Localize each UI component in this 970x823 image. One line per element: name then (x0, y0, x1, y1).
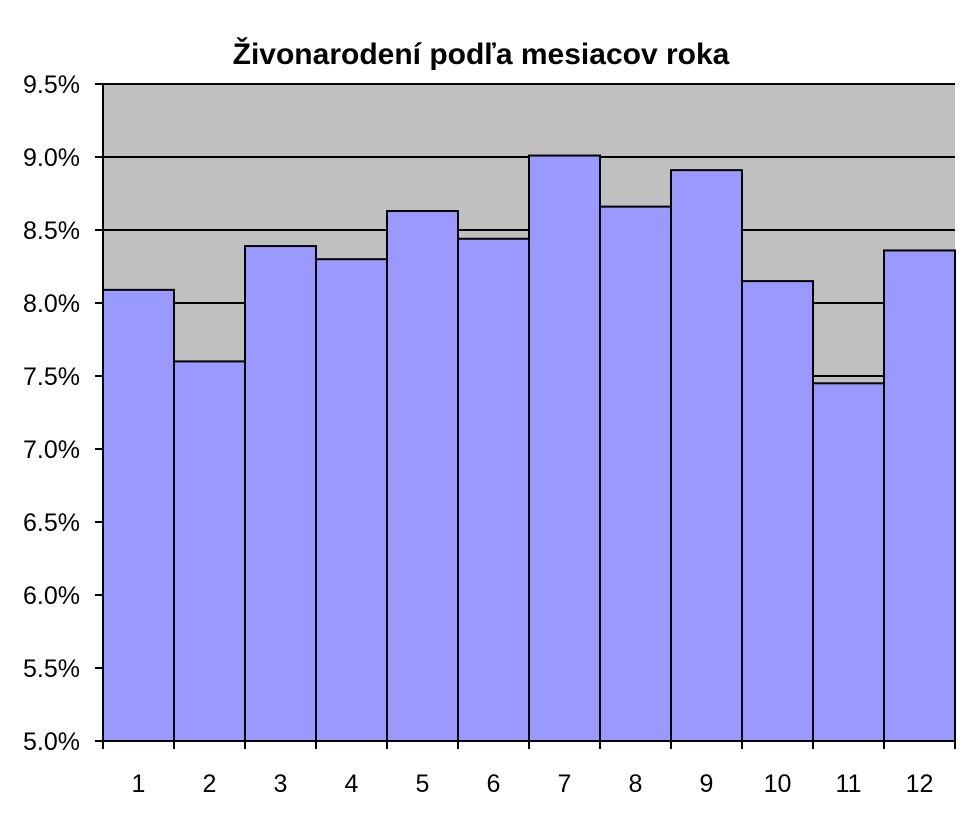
bar-2 (173, 360, 246, 742)
bar-4 (315, 258, 388, 742)
x-tick-label: 6 (487, 770, 501, 798)
bars (102, 154, 956, 743)
x-tick-label: 8 (629, 770, 643, 798)
x-tick-label: 9 (700, 770, 714, 798)
bar-5 (386, 210, 459, 742)
y-tick-label: 6.0% (23, 582, 80, 610)
x-tick-label: 12 (906, 770, 934, 798)
bar-6 (457, 237, 530, 742)
x-tick-label: 10 (764, 770, 792, 798)
bar-1 (102, 288, 175, 742)
bar-3 (244, 245, 317, 742)
y-tick-labels: 5.0% 5.5% 6.0% 6.5% 7.0% 7.5% 8.0% 8.5% 9.0% 9.5% (23, 71, 80, 756)
y-tick-label: 7.5% (23, 363, 80, 391)
bar-9 (670, 169, 743, 742)
x-tick-label: 11 (836, 770, 862, 798)
x-tick-labels: 1 2 3 4 5 6 7 8 9 10 11 12 (132, 770, 934, 798)
bar-10 (741, 280, 814, 742)
y-tick-label: 7.0% (23, 436, 80, 464)
bar-12 (883, 249, 956, 742)
x-tick-label: 7 (558, 770, 572, 798)
y-tick-label: 8.5% (23, 217, 80, 245)
x-tick-label: 2 (203, 770, 217, 798)
x-tick-label: 3 (274, 770, 288, 798)
x-tick-label: 4 (345, 770, 359, 798)
axes (95, 83, 956, 749)
y-tick-label: 8.0% (23, 290, 80, 318)
bar-8 (599, 205, 672, 742)
bar-7 (528, 154, 601, 743)
x-tick-label: 5 (416, 770, 430, 798)
y-tick-label: 9.5% (23, 71, 80, 99)
bar-11 (812, 382, 885, 742)
y-tick-label: 9.0% (23, 144, 80, 172)
chart-title: Živonarodení podľa mesiacov roka (233, 37, 730, 71)
y-tick-label: 6.5% (23, 509, 80, 537)
y-tick-label: 5.5% (23, 655, 80, 683)
y-tick-label: 5.0% (23, 728, 80, 756)
x-tick-label: 1 (132, 770, 146, 798)
